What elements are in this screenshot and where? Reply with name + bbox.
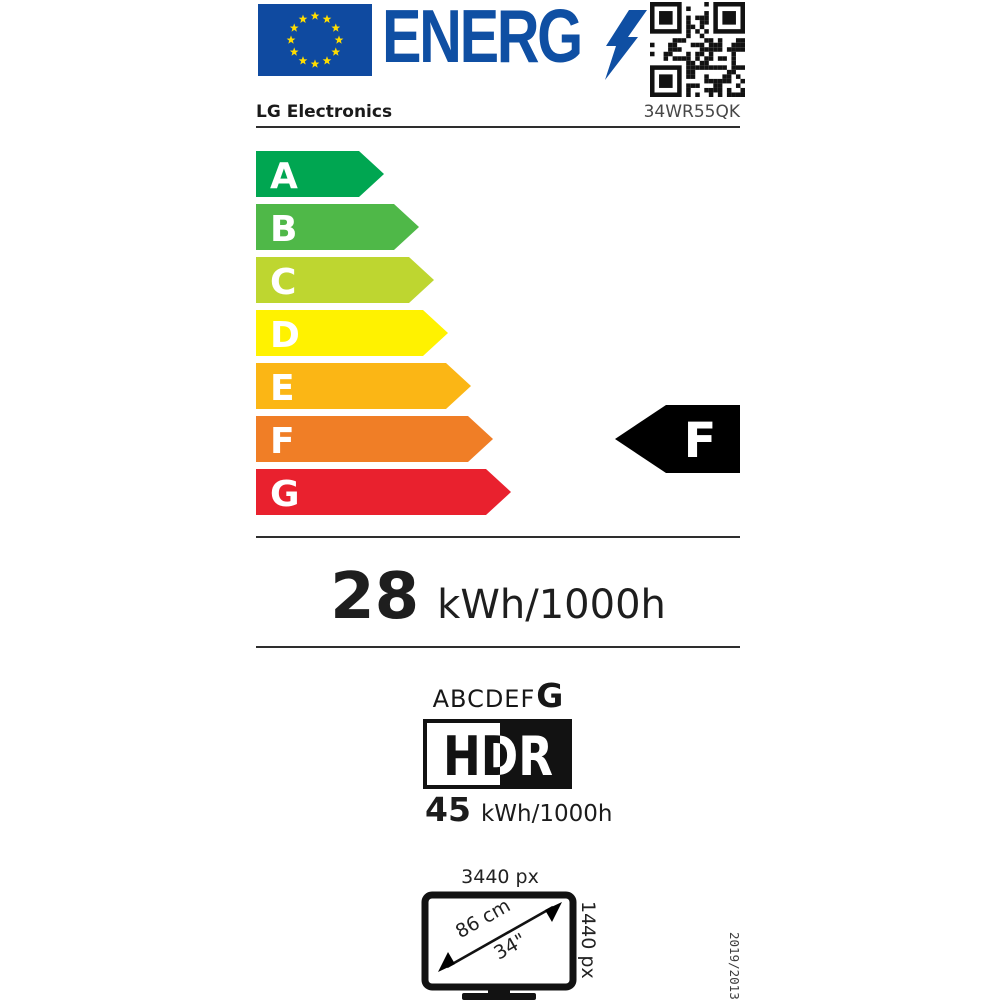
qr-code (650, 2, 745, 97)
screen-width-label: 3440 px (461, 866, 539, 888)
grade-letter: F (270, 421, 295, 462)
arrowhead (438, 952, 455, 972)
hdr-range-prefix: ABCDEF (432, 685, 536, 713)
hdr-logo-text-light: HDR (443, 725, 553, 788)
rating-arrow: F (615, 405, 740, 473)
eu-flag-icon (258, 4, 372, 76)
arrowhead (545, 902, 562, 922)
grade-row-c: C (256, 257, 511, 303)
hdr-logo-text-dark: HDR (443, 725, 553, 788)
hdr-consumption: 45 kWh/1000h (425, 790, 612, 829)
grade-row-e: E (256, 363, 511, 409)
model-number: 34WR55QK (643, 102, 740, 122)
grade-row-g: G (256, 469, 511, 515)
grade-row-f: F (256, 416, 511, 462)
hdr-logo: HDR HDR (423, 719, 572, 789)
rating-grade-letter: F (684, 413, 717, 469)
brand-row: LG Electronics 34WR55QK (256, 102, 740, 122)
hdr-consumption-unit: kWh/1000h (480, 801, 613, 827)
sdr-consumption: 28 kWh/1000h (256, 560, 740, 634)
hdr-consumption-value: 45 (425, 790, 471, 829)
regulation-reference: 2019/2013 (727, 932, 742, 1000)
hdr-range-grade: G (536, 676, 564, 715)
monitor-diagram: 86 cm 34" (421, 891, 577, 1000)
grade-letter: E (270, 368, 295, 409)
supplier-name: LG Electronics (256, 102, 393, 122)
grade-letter: C (270, 262, 296, 303)
divider (256, 536, 740, 538)
grade-letter: B (270, 209, 297, 250)
divider (256, 646, 740, 648)
grade-row-d: D (256, 310, 511, 356)
sdr-consumption-unit: kWh/1000h (437, 582, 666, 628)
grade-row-a: A (256, 151, 511, 197)
lightning-bolt-icon (605, 10, 647, 80)
grade-letter: D (270, 315, 300, 356)
energ-wordmark: ENERG (382, 0, 583, 78)
efficiency-scale: A B C D E F G (256, 151, 511, 522)
sdr-consumption-value: 28 (330, 560, 420, 634)
hdr-grade-range: ABCDEFG (256, 676, 740, 715)
screen-height-label: 1440 px (577, 901, 599, 979)
divider (256, 126, 740, 128)
grade-row-b: B (256, 204, 511, 250)
grade-letter: G (270, 474, 300, 515)
grade-letter: A (270, 156, 298, 197)
